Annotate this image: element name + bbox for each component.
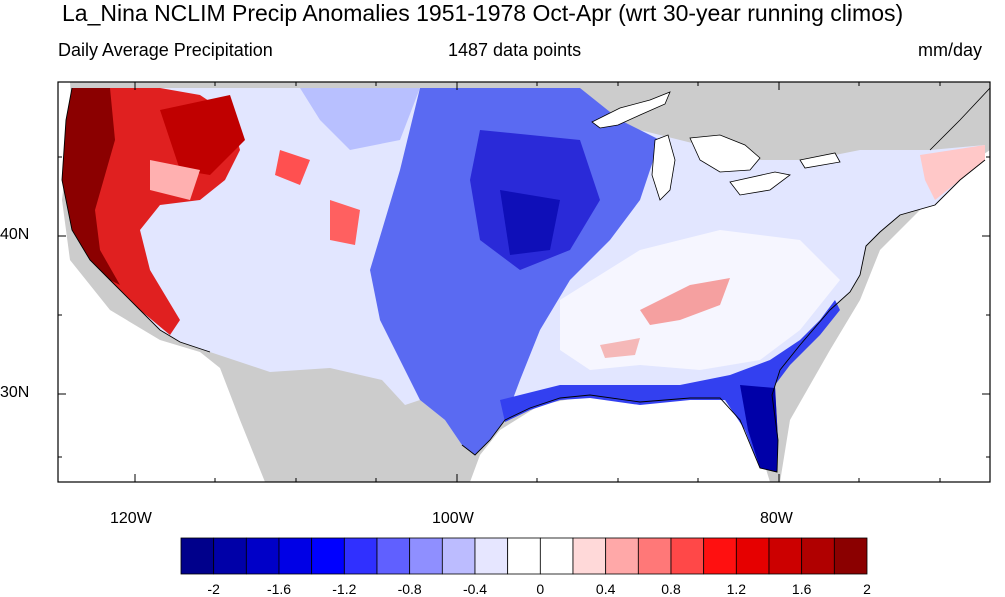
colorbar-tick-label: 2 xyxy=(863,581,871,597)
units-label: mm/day xyxy=(918,40,983,60)
colorado-positive xyxy=(330,200,360,245)
colorbar-swatch xyxy=(441,537,476,575)
colorbar-swatch xyxy=(670,537,705,575)
colorbar-swatch xyxy=(245,537,280,575)
lake-huron xyxy=(689,134,761,173)
gulf-of-mexico xyxy=(470,392,770,482)
core-strong-negative xyxy=(500,190,560,255)
oregon-light-positive xyxy=(150,160,200,200)
colorbar xyxy=(180,537,868,575)
colorbar-tick-label: -0.8 xyxy=(397,581,422,597)
map-title: La_Nina NCLIM Precip Anomalies 1951-1978… xyxy=(62,0,904,26)
colorbar-swatch xyxy=(539,537,574,575)
colorbar-tick-label: 1.2 xyxy=(726,581,747,597)
colorbar-swatch xyxy=(572,537,607,575)
colorbar-tick-label: -1.6 xyxy=(266,581,292,597)
longitude-ticks xyxy=(134,82,941,482)
colorbar-swatch xyxy=(311,537,345,575)
new-england-positive xyxy=(920,145,985,200)
pacific-ocean xyxy=(58,82,265,482)
northern-plains-weak-negative xyxy=(300,88,420,150)
wyoming-positive xyxy=(275,150,310,185)
lon-label-120w: 120W xyxy=(110,510,152,527)
coastal-strong-positive xyxy=(62,88,120,285)
lat-label-40n: 40N xyxy=(0,226,30,243)
variable-label: Daily Average Precipitation xyxy=(58,40,273,60)
tennessee-positive xyxy=(640,278,730,325)
latitude-ticks xyxy=(58,156,990,458)
colorbar-swatch xyxy=(507,537,541,575)
colorbar-swatch xyxy=(735,537,770,575)
colorbar-swatch xyxy=(180,537,215,575)
lake-michigan xyxy=(651,134,676,201)
alabama-positive xyxy=(600,338,640,358)
colorbar-swatch xyxy=(474,537,509,575)
colorbar-swatch xyxy=(605,537,639,575)
idaho-positive xyxy=(160,95,245,175)
colorbar-swatch xyxy=(343,537,378,575)
canada-coast xyxy=(929,87,990,151)
data-points-label: 1487 data points xyxy=(448,40,582,60)
colorbar-tick-label: 1.6 xyxy=(791,581,812,597)
colorbar-swatch xyxy=(703,537,737,575)
colorbar-tick-label: 0 xyxy=(536,581,545,597)
colorbar-swatch xyxy=(801,537,835,575)
map-plot xyxy=(58,82,990,482)
colorbar-swatch xyxy=(213,537,247,575)
colorbar-tick-label: 0.4 xyxy=(595,581,616,597)
florida-strong-negative xyxy=(740,385,778,472)
colorbar-tick-label: -1.2 xyxy=(332,581,357,597)
plot-frame xyxy=(57,81,991,483)
colorbar-swatch xyxy=(637,537,672,575)
atlantic-ocean xyxy=(780,150,990,482)
colorbar-swatch xyxy=(409,537,443,575)
colorbar-swatch xyxy=(376,537,411,575)
colorbar-swatch xyxy=(768,537,803,575)
colorbar-swatch xyxy=(833,537,868,575)
colorbar-tick-label: -2 xyxy=(207,581,220,597)
colorbar-tick-label: 0.8 xyxy=(661,581,681,597)
colorbar-swatch xyxy=(278,537,313,575)
colorbar-tick-label: -0.4 xyxy=(462,581,488,597)
lon-label-80w: 80W xyxy=(760,510,793,527)
lat-label-30n: 30N xyxy=(0,384,30,401)
lon-label-100w: 100W xyxy=(432,510,474,527)
lake-ontario xyxy=(799,152,841,169)
lake-superior xyxy=(591,91,671,129)
lake-erie xyxy=(729,171,791,196)
coastline xyxy=(61,87,986,473)
